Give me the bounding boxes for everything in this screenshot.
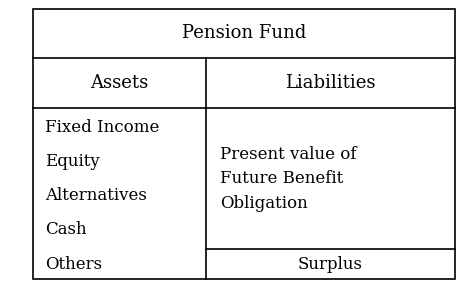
Text: Pension Fund: Pension Fund	[182, 24, 306, 42]
Text: Liabilities: Liabilities	[285, 74, 376, 92]
Text: Obligation: Obligation	[220, 194, 308, 212]
Text: Others: Others	[45, 256, 102, 273]
Text: Equity: Equity	[45, 153, 100, 170]
Text: Future Benefit: Future Benefit	[220, 170, 344, 187]
Text: Assets: Assets	[91, 74, 149, 92]
Text: Fixed Income: Fixed Income	[45, 119, 159, 136]
Text: Cash: Cash	[45, 221, 87, 238]
Text: Present value of: Present value of	[220, 145, 357, 163]
Text: Alternatives: Alternatives	[45, 187, 147, 204]
Text: Surplus: Surplus	[298, 256, 363, 273]
Bar	[33, 9, 455, 279]
